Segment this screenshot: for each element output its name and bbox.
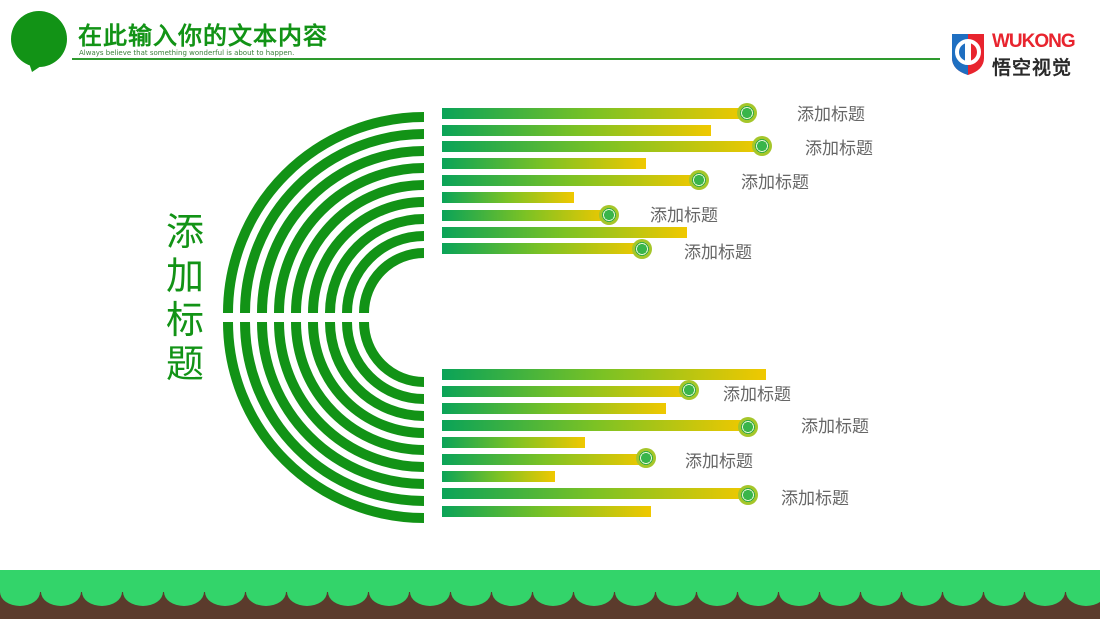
item-label: 添加标题 xyxy=(805,139,873,159)
marker-dot xyxy=(737,103,757,123)
center-title: 添 加 标 题 xyxy=(162,210,208,386)
arc-ring-upper xyxy=(257,146,425,314)
arc-ring-upper xyxy=(359,248,425,314)
page-subtitle: Always believe that something wonderful … xyxy=(79,49,295,57)
gradient-bar xyxy=(442,386,689,397)
gradient-bar xyxy=(442,369,766,380)
gradient-bar xyxy=(442,403,666,414)
arc-ring-lower xyxy=(308,321,425,438)
logo-brand-latin: WUKONG xyxy=(992,31,1076,52)
gradient-bar xyxy=(442,192,574,203)
arc-ring-lower xyxy=(274,321,425,472)
gradient-bar xyxy=(442,175,699,186)
item-label: 添加标题 xyxy=(723,385,791,405)
arc-ring-upper xyxy=(240,129,425,314)
arc-ring-lower xyxy=(257,321,425,489)
arc-ring-lower xyxy=(325,321,425,421)
page-title: 在此输入你的文本内容 xyxy=(78,22,328,50)
header-divider xyxy=(72,58,940,60)
marker-dot xyxy=(679,380,699,400)
item-label: 添加标题 xyxy=(801,417,869,437)
center-title-char: 添 xyxy=(165,210,204,254)
gradient-bar xyxy=(442,243,642,254)
center-title-char: 标 xyxy=(165,298,204,342)
marker-dot xyxy=(632,239,652,259)
marker-dot xyxy=(689,170,709,190)
arc-ring-lower xyxy=(359,321,425,387)
gradient-bar xyxy=(442,141,762,152)
arc-ring-upper xyxy=(308,197,425,314)
arc-ring-lower xyxy=(240,321,425,506)
speech-bubble-icon xyxy=(11,11,67,72)
arc-ring-lower xyxy=(291,321,425,455)
gradient-bar xyxy=(442,227,687,238)
marker-dot xyxy=(752,136,772,156)
arc-ring-upper xyxy=(274,163,425,314)
gradient-bar xyxy=(442,506,651,517)
center-title-char: 加 xyxy=(165,254,204,298)
gradient-bar xyxy=(442,454,646,465)
item-label: 添加标题 xyxy=(685,452,753,472)
marker-dot xyxy=(636,448,656,468)
item-label: 添加标题 xyxy=(684,243,752,263)
item-label: 添加标题 xyxy=(741,173,809,193)
arc-ring-upper xyxy=(342,231,425,314)
marker-dot xyxy=(738,417,758,437)
item-label: 添加标题 xyxy=(797,105,865,125)
gradient-bar xyxy=(442,108,747,119)
arc-ring-upper xyxy=(325,214,425,314)
arc-ring-lower xyxy=(342,321,425,404)
marker-dot xyxy=(738,485,758,505)
item-label: 添加标题 xyxy=(650,206,718,226)
arc-ring-upper xyxy=(223,112,425,314)
gradient-bar xyxy=(442,420,748,431)
gradient-bar xyxy=(442,471,555,482)
gradient-bar xyxy=(442,158,646,169)
gradient-bar xyxy=(442,437,585,448)
center-title-char: 题 xyxy=(165,342,204,386)
logo-brand-chinese: 悟空视觉 xyxy=(992,57,1073,79)
arc-ring-lower xyxy=(223,321,425,523)
wukong-logo-icon xyxy=(952,34,984,75)
gradient-bar xyxy=(442,125,711,136)
item-label: 添加标题 xyxy=(781,489,849,509)
arc-ring-upper xyxy=(291,180,425,314)
marker-dot xyxy=(599,205,619,225)
gradient-bar xyxy=(442,210,609,221)
grass-ground-decoration xyxy=(0,570,1100,619)
gradient-bar xyxy=(442,488,748,499)
